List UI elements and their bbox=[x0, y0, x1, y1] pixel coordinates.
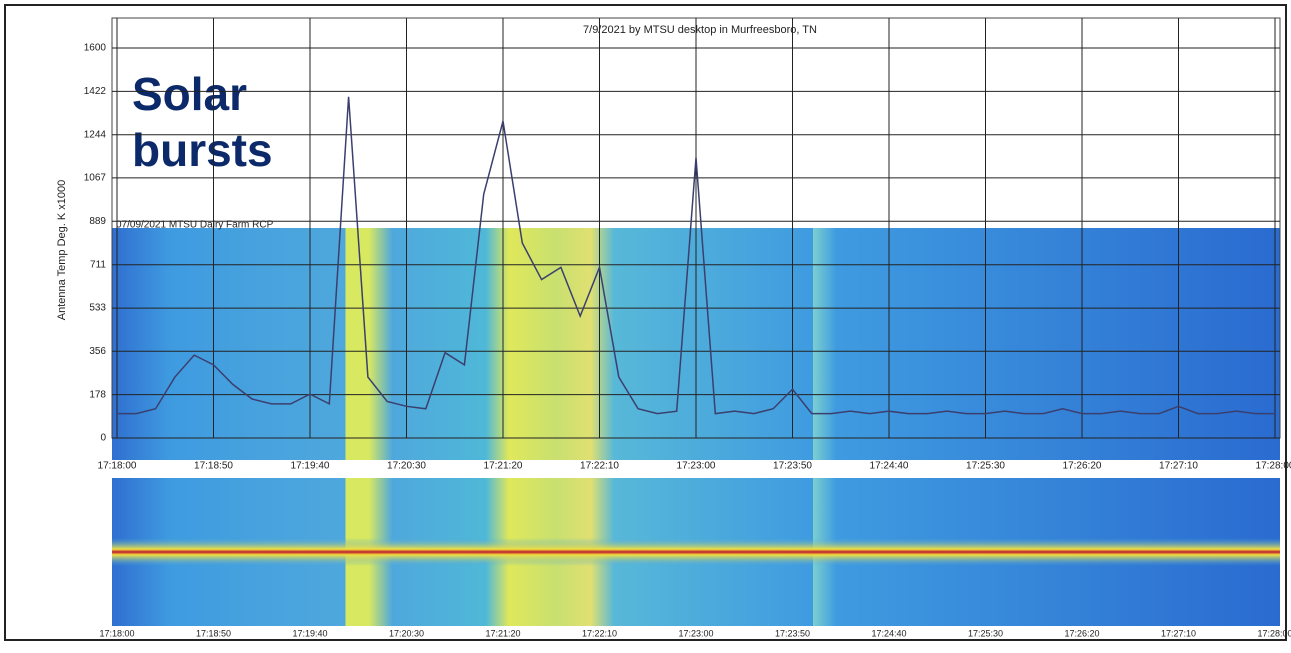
x-tick-label-lower: 17:26:20 bbox=[1064, 628, 1099, 638]
y-tick-label: 889 bbox=[89, 216, 106, 227]
y-tick-label: 1067 bbox=[84, 173, 107, 184]
x-tick-label: 17:22:10 bbox=[580, 461, 619, 472]
x-tick-label-lower: 17:23:50 bbox=[775, 628, 810, 638]
x-tick-label: 17:19:40 bbox=[291, 461, 330, 472]
annotation: Solar bursts bbox=[132, 68, 273, 176]
y-tick-label: 178 bbox=[89, 389, 106, 400]
x-tick-label-lower: 17:21:20 bbox=[485, 628, 520, 638]
x-tick-label: 17:23:00 bbox=[677, 461, 716, 472]
x-tick-label-lower: 17:28:00 bbox=[1257, 628, 1291, 638]
x-tick-label: 17:18:00 bbox=[98, 461, 137, 472]
y-tick-label: 1244 bbox=[84, 129, 107, 140]
x-tick-label: 17:24:40 bbox=[870, 461, 909, 472]
x-tick-label: 17:23:50 bbox=[773, 461, 812, 472]
x-tick-label: 17:27:10 bbox=[1159, 461, 1198, 472]
x-tick-label-lower: 17:18:50 bbox=[196, 628, 231, 638]
x-tick-label: 17:21:20 bbox=[484, 461, 523, 472]
chart-title: 7/9/2021 by MTSU desktop in Murfreesboro… bbox=[583, 24, 817, 36]
annotation-box: Solar bursts bbox=[132, 68, 273, 176]
y-tick-label: 533 bbox=[89, 303, 106, 314]
x-tick-label: 17:26:20 bbox=[1063, 461, 1102, 472]
x-tick-label-lower: 17:20:30 bbox=[389, 628, 424, 638]
data-line bbox=[117, 96, 1275, 415]
x-tick-label-lower: 17:24:40 bbox=[871, 628, 906, 638]
x-tick-label: 17:20:30 bbox=[387, 461, 426, 472]
y-tick-label: 356 bbox=[89, 346, 106, 357]
spectrogram-line bbox=[112, 538, 1280, 566]
x-tick-label-lower: 17:25:30 bbox=[968, 628, 1003, 638]
x-tick-label: 17:25:30 bbox=[966, 461, 1005, 472]
y-tick-label: 0 bbox=[100, 433, 106, 444]
spectrogram-label: 07/09/2021 MTSU Dairy Farm RCP bbox=[116, 220, 274, 231]
y-tick-label: 1422 bbox=[84, 86, 107, 97]
x-tick-label-lower: 17:18:00 bbox=[99, 628, 134, 638]
y-axis-label: Antenna Temp Deg. K x1000 bbox=[56, 180, 68, 320]
x-tick-label-lower: 17:27:10 bbox=[1161, 628, 1196, 638]
x-tick-label-lower: 17:23:00 bbox=[678, 628, 713, 638]
y-tick-label: 711 bbox=[90, 259, 106, 270]
x-tick-label-lower: 17:19:40 bbox=[292, 628, 327, 638]
x-tick-label: 17:18:50 bbox=[194, 461, 233, 472]
x-tick-label-lower: 17:22:10 bbox=[582, 628, 617, 638]
y-tick-label: 1600 bbox=[84, 43, 107, 54]
x-tick-label: 17:28:00 bbox=[1256, 461, 1291, 472]
